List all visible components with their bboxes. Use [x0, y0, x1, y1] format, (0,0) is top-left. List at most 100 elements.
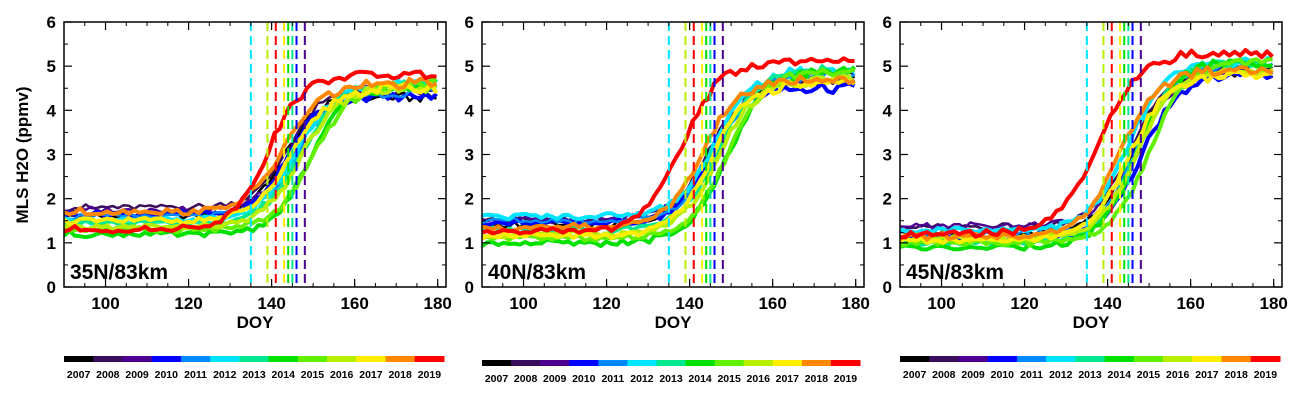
- colorbar-label: 2012: [213, 369, 237, 381]
- colorbar-label: 2019: [1254, 369, 1278, 381]
- x-tick-label: 120: [592, 294, 620, 313]
- colorbar-label: 2007: [903, 369, 927, 381]
- colorbar-swatch-2013: [239, 356, 270, 362]
- x-axis-label: DOY: [237, 313, 275, 332]
- x-axis-label: DOY: [1073, 313, 1111, 332]
- colorbar-swatch-2011: [1016, 356, 1047, 362]
- y-tick-label: 6: [883, 13, 892, 32]
- colorbar-swatch-2014: [1104, 356, 1135, 362]
- y-tick-label: 2: [47, 190, 56, 209]
- series-line-2019: [900, 48, 1274, 240]
- colorbar-label: 2017: [1195, 369, 1219, 381]
- colorbar-3: 2007 2008 2009 2010 2011 2012 2013 2014 2015 2016…: [900, 356, 1281, 381]
- colorbar-label: 2017: [359, 369, 383, 381]
- y-tick-label: 1: [883, 234, 892, 253]
- colorbar-swatch-2008: [93, 356, 123, 362]
- colorbar-swatch-2009: [122, 356, 153, 362]
- y-tick-label: 5: [465, 57, 474, 76]
- colorbar-swatch-2013: [1075, 356, 1106, 362]
- series-line-2018: [900, 65, 1274, 242]
- colorbar-swatch-2010: [569, 360, 599, 366]
- y-tick-label: 2: [883, 190, 892, 209]
- colorbar-label: 2012: [1049, 369, 1073, 381]
- colorbar-label: 2009: [961, 369, 985, 381]
- colorbar-swatch-2011: [180, 356, 211, 362]
- colorbar-1: 2007 2008 2009 2010 2011 2012 2013 2014 2015 2016…: [64, 356, 445, 381]
- colorbar-label: 2007: [485, 373, 509, 385]
- colorbar-swatch-2019: [830, 360, 861, 366]
- colorbar-label: 2019: [834, 373, 858, 385]
- colorbar-label: 2013: [242, 369, 266, 381]
- colorbar-label: 2008: [932, 369, 956, 381]
- colorbar-label: 2016: [1166, 369, 1190, 381]
- y-tick-label: 6: [47, 13, 56, 32]
- panel-2: 100 120 140 160 180 0 1 2 3 4 5 6 40N/83km DOY: [465, 13, 870, 332]
- colorbar-label: 2012: [630, 373, 654, 385]
- colorbar-swatch-2010: [987, 356, 1018, 362]
- colorbar-swatch-2011: [598, 360, 628, 366]
- colorbar-label: 2015: [301, 369, 325, 381]
- colorbar-swatch-2007: [900, 356, 930, 362]
- colorbar-swatch-2019: [1250, 356, 1281, 362]
- colorbar-swatch-2016: [327, 356, 357, 362]
- x-tick-label: 160: [758, 294, 786, 313]
- x-tick-label: 100: [91, 294, 119, 313]
- colorbar-label: 2017: [776, 373, 800, 385]
- y-tick-label: 1: [465, 234, 474, 253]
- panel-annotation: 40N/83km: [488, 261, 586, 284]
- colorbar-swatch-2014: [685, 360, 716, 366]
- x-tick-label: 140: [1093, 294, 1121, 313]
- colorbar-swatch-2015: [297, 356, 328, 362]
- colorbar-label: 2014: [1108, 369, 1132, 381]
- colorbar-swatch-2013: [656, 360, 687, 366]
- y-tick-label: 5: [47, 57, 56, 76]
- colorbar-swatch-2012: [1046, 356, 1076, 362]
- colorbar-swatch-2009: [958, 356, 989, 362]
- y-tick-label: 3: [883, 146, 892, 165]
- series-line-2014: [64, 83, 438, 240]
- y-tick-label: 1: [47, 234, 56, 253]
- colorbar-swatch-2014: [268, 356, 299, 362]
- colorbar-label: 2013: [659, 373, 683, 385]
- colorbar-swatch-2018: [385, 356, 416, 362]
- y-tick-label: 0: [883, 278, 892, 297]
- x-tick-label: 160: [1176, 294, 1204, 313]
- colorbar-swatch-2008: [929, 356, 959, 362]
- colorbar-label: 2013: [1078, 369, 1102, 381]
- colorbar-label: 2011: [601, 373, 624, 385]
- x-tick-label: 180: [424, 294, 452, 313]
- panel-annotation: 45N/83km: [906, 261, 1004, 284]
- y-tick-label: 4: [883, 101, 893, 120]
- colorbar-swatch-2016: [743, 360, 774, 366]
- series-line-2019: [64, 69, 437, 235]
- colorbar-swatch-2016: [1163, 356, 1193, 362]
- colorbar-2: 2007 2008 2009 2010 2011 2012 2013 2014 2015 2016…: [482, 360, 861, 385]
- x-tick-label: 180: [1260, 294, 1288, 313]
- colorbar-label: 2008: [96, 369, 120, 381]
- colorbar-swatch-2017: [1192, 356, 1223, 362]
- colorbar-label: 2015: [717, 373, 741, 385]
- x-tick-label: 160: [340, 294, 368, 313]
- colorbar-swatch-2017: [772, 360, 803, 366]
- x-tick-label: 180: [842, 294, 870, 313]
- colorbar-swatch-2015: [714, 360, 745, 366]
- colorbar-label: 2015: [1137, 369, 1161, 381]
- colorbar-label: 2010: [155, 369, 179, 381]
- colorbar-swatch-2008: [511, 360, 541, 366]
- colorbar-swatch-2015: [1133, 356, 1164, 362]
- x-axis-label: DOY: [655, 313, 693, 332]
- colorbar-label: 2008: [514, 373, 538, 385]
- y-tick-label: 6: [465, 13, 474, 32]
- colorbar-label: 2010: [572, 373, 596, 385]
- colorbar-swatch-2017: [356, 356, 387, 362]
- colorbar-swatch-2018: [1221, 356, 1252, 362]
- colorbar-label: 2016: [330, 369, 354, 381]
- y-tick-label: 4: [465, 101, 475, 120]
- y-tick-label: 3: [465, 146, 474, 165]
- y-axis-label: MLS H2O (ppmv): [13, 87, 32, 224]
- panel-3: 100 120 140 160 180 0 1 2 3 4 5 6 45N/83km DOY: [883, 13, 1288, 332]
- x-tick-label: 120: [1010, 294, 1038, 313]
- colorbar-swatch-2007: [482, 360, 512, 366]
